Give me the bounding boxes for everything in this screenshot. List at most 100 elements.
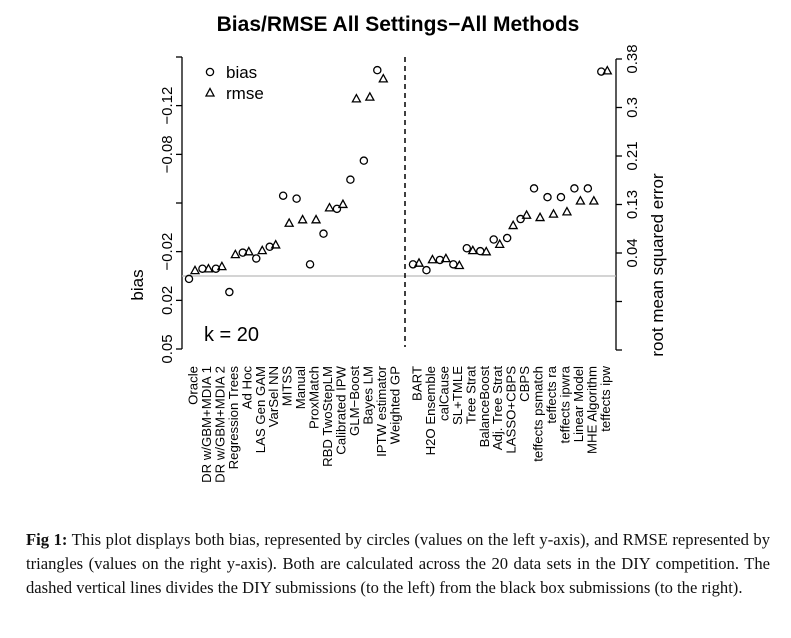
bias-point [422,265,431,275]
rmse-point [257,244,268,255]
method-label: calCause [436,366,451,421]
rmse-point [351,93,362,103]
bias-point [225,287,234,297]
method-label: IPTW estimator [374,365,389,456]
method-label: Manual [293,366,308,409]
bias-point [211,264,221,273]
bias-point [583,184,593,193]
left-tick-label: −0.02 [159,233,176,271]
rmse-point [270,239,281,249]
bias-point [319,229,328,238]
method-label: teffects ipw [598,366,613,432]
bias-point [502,233,512,243]
method-label: Adj. Tree Strat [490,366,505,451]
rmse-point [521,209,532,219]
chart-title: Bias/RMSE All Settings−All Methods [217,13,580,36]
bias-point [570,184,579,193]
method-label: Tree Strat [463,366,478,424]
method-label: GLM−Boost [347,366,362,436]
legend-circle-icon [205,67,215,77]
rmse-point [337,198,349,209]
k-annotation: k = 20 [204,324,259,346]
rmse-point [467,244,478,255]
method-label: Bayes LM [360,366,375,425]
right-tick-label: 0.21 [624,141,641,170]
bias-point [265,242,274,252]
left-tick-label: −0.08 [159,135,176,173]
bias-point [251,254,261,263]
method-label: Regression Trees [226,366,241,470]
bias-point [346,175,355,184]
method-label: teffects psmatch [531,366,546,462]
rmse-point [508,219,519,230]
rmse-point [243,246,254,256]
method-label: DR w/GBM+MDIA 1 [199,366,214,483]
bias-point [556,192,566,202]
left-axis-label: bias [128,269,147,300]
method-label: Linear Model [571,366,586,442]
method-label: LAS Gen GAM [253,366,268,453]
bias-point [516,214,525,224]
rmse-point [561,206,573,216]
method-label: RBD TwoStepLM [320,366,335,467]
legend: bias rmse [204,63,264,103]
caption-label: Fig 1: [26,530,68,549]
bias-point [292,194,301,203]
bias-point [543,192,552,202]
method-label: LASSO+CBPS [504,366,519,454]
rmse-point [534,211,546,222]
method-label: Weighted GP [387,366,402,444]
bias-rmse-chart: Bias/RMSE All Settings−All Methods −0.12… [128,13,667,483]
rmse-point [230,248,241,259]
rmse-point [454,259,465,270]
rmse-point [216,260,227,271]
bias-point [462,244,472,253]
bias-point [529,184,539,193]
caption-text: This plot displays both bias, represente… [26,530,770,597]
method-label: teffects ra [544,365,559,423]
method-label: H2O Ensemble [423,366,438,455]
legend-label-rmse: rmse [226,84,264,103]
method-label: BART [410,366,425,401]
rmse-point [189,264,201,275]
bias-point [184,274,194,284]
method-label: Oracle [186,366,201,405]
method-label: DR w/GBM+MDIA 2 [212,366,227,483]
method-label: ProxMatch [307,366,322,429]
figure-caption: Fig 1: This plot displays both bias, rep… [26,528,770,600]
rmse-point [284,217,295,227]
right-tick-label: 0.38 [624,44,641,73]
rmse-point [364,91,375,101]
right-tick-label: 0.13 [624,190,641,219]
right-tick-label: 0.04 [624,238,641,267]
method-label: CBPS [517,366,532,402]
method-label: VarSel NN [266,366,281,427]
method-label: teffects ipwra [557,365,572,443]
method-label: Calibrated IPW [333,365,348,454]
rmse-point [494,238,505,249]
right-tick-label: 0.3 [624,97,641,118]
rmse-point [548,208,559,218]
bias-point [305,260,315,269]
method-label: SL+TMLE [450,366,465,425]
rmse-point [297,214,308,224]
rmse-point [588,195,599,205]
bias-point [332,204,342,214]
legend-triangle-icon [204,87,216,97]
rmse-point [324,202,335,212]
rmse-point [378,73,389,83]
rmse-point [427,254,438,264]
rmse-point [413,257,425,267]
rmse-point [481,246,492,256]
bias-point [278,191,288,200]
method-label: BalanceBoost [477,366,492,448]
rmse-point [602,65,613,75]
left-tick-label: 0.02 [159,286,176,315]
bias-point [359,156,369,165]
method-label: MHE Algorithm [584,366,599,454]
bias-point [489,235,498,244]
left-tick-label: −0.12 [159,87,176,125]
rmse-point [440,252,451,263]
right-axis-label: root mean squared error [648,173,667,357]
bias-point [373,65,382,75]
